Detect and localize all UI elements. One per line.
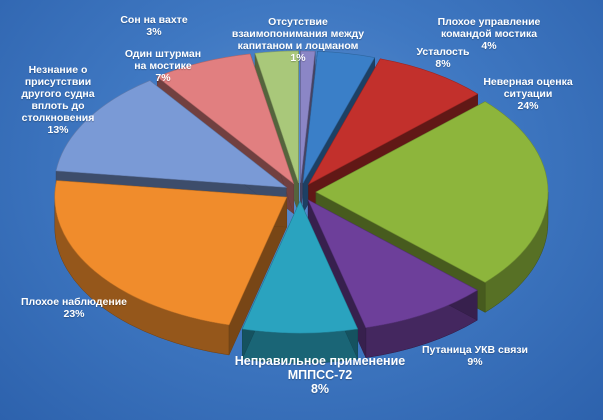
- label-single: Один штурман на мостике 7%: [124, 48, 202, 84]
- pie-slice-top-8: [55, 80, 288, 188]
- pie-slice-top-10: [254, 50, 299, 184]
- pie-slice-top-6: [241, 200, 359, 334]
- label-colregs: Неправильное применение МППСС-72 8%: [234, 354, 406, 396]
- label-lookout: Плохое наблюдение 23%: [20, 296, 128, 320]
- pie-slice-top-4: [315, 101, 549, 283]
- pie-slice-top-3: [307, 58, 479, 186]
- pie-slice-top-2: [302, 51, 376, 184]
- label-vhf: Путаница УКВ связи 9%: [421, 344, 529, 368]
- label-pilot: Отсутствие взаимопонимания между капитан…: [231, 16, 365, 64]
- label-assessment: Неверная оценка ситуации 24%: [483, 76, 573, 112]
- pie-slice-top-7: [54, 180, 288, 326]
- pie-slice-7: [54, 180, 288, 356]
- label-sleep: Сон на вахте 3%: [120, 14, 188, 38]
- pie-slice-top-5: [307, 199, 478, 329]
- label-unaware: Незнание о присутствии другого судна впл…: [21, 64, 95, 136]
- label-fatigue: Усталость 8%: [416, 46, 470, 70]
- pie-slice-top-9: [156, 53, 295, 185]
- pie-slice-6: [241, 200, 359, 364]
- label-bridge: Плохое управление командой мостика 4%: [437, 16, 541, 52]
- pie-slice-top-1: [300, 50, 316, 183]
